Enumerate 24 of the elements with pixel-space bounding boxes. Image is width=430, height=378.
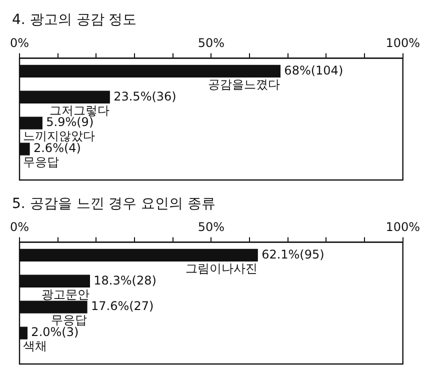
data-label: 18.3%(28) — [94, 273, 156, 288]
x-tick-label: 100% — [386, 220, 420, 234]
y-tick-label: 무응답 — [23, 155, 60, 170]
data-label: 68%(104) — [284, 63, 344, 78]
x-tick-label: 0% — [10, 36, 30, 50]
y-tick-label: 색채 — [23, 339, 48, 354]
data-label: 17.6%(27) — [90, 299, 154, 314]
x-tick-label: 0% — [10, 220, 30, 234]
x-tick-label: 50% — [198, 36, 225, 50]
data-label: 62.1%(95) — [262, 247, 324, 262]
y-tick-label: 그림이나사진 — [186, 261, 258, 276]
data-label: 5.9%(9) — [46, 115, 94, 130]
data-label: 23.5%(36) — [114, 89, 176, 104]
y-tick-label: 무응답 — [50, 313, 87, 328]
chart-title: 5. 공감을 느낀 경우 요인의 종류 — [12, 196, 216, 212]
x-tick-label: 100% — [386, 36, 420, 50]
y-tick-label: 공감을느꼈다 — [208, 77, 280, 92]
data-label: 2.6%(4) — [33, 141, 81, 156]
chart-title: 4. 광고의 공감 정도 — [12, 12, 137, 28]
y-tick-label: 느끼지않았다 — [23, 129, 96, 144]
data-label: 2.0%(3) — [31, 325, 79, 340]
x-tick-label: 50% — [198, 220, 225, 234]
y-tick-label: 광고문안 — [42, 287, 90, 302]
y-tick-label: 그저그렇다 — [50, 103, 110, 118]
